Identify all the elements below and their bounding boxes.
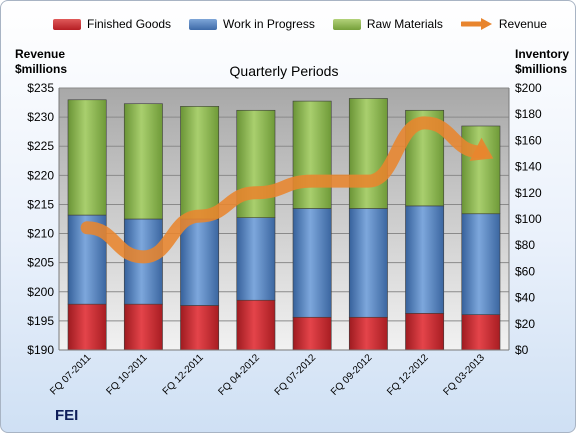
bar-work-in-progress xyxy=(180,218,220,306)
bar-finished-goods xyxy=(67,303,107,351)
chart-title: Quarterly Periods xyxy=(230,63,339,79)
right-axis-tick-label: $180 xyxy=(515,107,542,121)
bar-finished-goods xyxy=(180,305,220,351)
left-axis-tick-label: $205 xyxy=(27,256,54,270)
x-axis-tick-label: FQ 07-2011 xyxy=(48,352,93,397)
legend-item-finished-goods: Finished Goods xyxy=(53,17,171,31)
bar-finished-goods xyxy=(123,303,163,351)
left-axis-tick-label: $215 xyxy=(27,197,54,211)
right-axis-title: Inventory $millions xyxy=(515,47,569,77)
right-axis-tick-label: $40 xyxy=(515,291,535,305)
legend-swatch-raw-materials xyxy=(332,18,361,30)
bar-work-in-progress xyxy=(348,208,388,318)
left-axis-title-line-2: $millions xyxy=(15,62,68,76)
legend: Finished Goods Work in Progress Raw Mate… xyxy=(53,15,565,33)
right-axis-tick-label: $60 xyxy=(515,264,535,278)
left-axis-title-line-1: Revenue xyxy=(15,47,66,61)
left-axis-title: Revenue $millions xyxy=(15,47,67,77)
x-axis-tick-label: FQ 12-2011 xyxy=(161,352,206,397)
right-axis-tick-label: $200 xyxy=(515,81,542,95)
bar-raw-materials xyxy=(180,106,220,220)
left-axis-tick-label: $220 xyxy=(27,168,54,182)
right-axis-tick-label: $0 xyxy=(515,343,529,357)
left-axis-tick-label: $235 xyxy=(27,81,54,95)
bar-work-in-progress xyxy=(292,208,332,318)
x-axis-tick-label: FQ 03-2013 xyxy=(441,352,487,398)
bar-finished-goods xyxy=(348,316,388,351)
legend-swatch-finished-goods xyxy=(53,18,81,30)
revenue-line xyxy=(80,116,488,264)
legend-label-raw-materials: Raw Materials xyxy=(366,17,443,31)
x-axis-tick-label: FQ 07-2012 xyxy=(273,352,319,398)
legend-item-raw-materials: Raw Materials xyxy=(332,17,443,31)
bar-raw-materials xyxy=(123,103,163,220)
legend-label-work-in-progress: Work in Progress xyxy=(223,17,315,31)
legend-item-work-in-progress: Work in Progress xyxy=(189,17,315,31)
right-axis-tick-label: $140 xyxy=(515,160,542,174)
revenue-arrow-icon xyxy=(460,18,492,30)
right-axis-tick-label: $160 xyxy=(515,133,542,147)
bar-finished-goods xyxy=(236,299,276,351)
x-axis-tick-label: FQ 04-2012 xyxy=(216,352,262,398)
bar-work-in-progress xyxy=(236,217,276,301)
bar-raw-materials xyxy=(67,99,107,216)
legend-item-revenue: Revenue xyxy=(460,17,547,31)
bar-finished-goods xyxy=(461,314,501,351)
x-axis-tick-label: FQ 12-2012 xyxy=(385,352,431,398)
bar-finished-goods xyxy=(405,313,445,351)
left-axis-tick-label: $230 xyxy=(27,110,54,124)
left-axis-tick-label: $195 xyxy=(27,314,54,328)
legend-label-finished-goods: Finished Goods xyxy=(87,17,172,31)
bar-finished-goods xyxy=(292,316,332,351)
left-axis-tick-label: $200 xyxy=(27,285,54,299)
revenue-arrowhead xyxy=(469,137,494,161)
x-axis-tick-label: FQ 09-2012 xyxy=(329,352,375,398)
bar-raw-materials xyxy=(348,98,388,209)
left-axis-tick-label: $190 xyxy=(27,343,54,357)
legend-swatch-work-in-progress xyxy=(189,18,218,30)
bar-work-in-progress xyxy=(405,205,445,314)
bar-work-in-progress xyxy=(461,213,501,315)
right-axis-tick-label: $120 xyxy=(515,186,542,200)
right-axis-tick-label: $100 xyxy=(515,212,542,226)
company-name: FEI xyxy=(55,407,79,424)
right-axis-tick-label: $20 xyxy=(515,317,535,331)
right-axis-tick-label: $80 xyxy=(515,238,535,252)
right-axis-title-line-2: $millions xyxy=(515,62,568,76)
left-axis-tick-label: $225 xyxy=(27,139,54,153)
legend-label-revenue: Revenue xyxy=(498,17,547,31)
x-axis-tick-label: FQ 10-2011 xyxy=(105,352,150,397)
left-axis-tick-label: $210 xyxy=(27,227,54,241)
right-axis-title-line-1: Inventory xyxy=(515,47,570,61)
bar-raw-materials xyxy=(292,100,332,209)
